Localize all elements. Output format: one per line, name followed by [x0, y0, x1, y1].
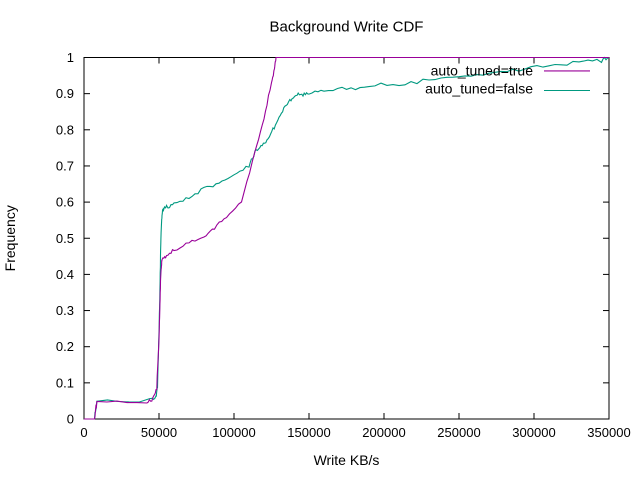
svg-text:0.1: 0.1	[56, 375, 74, 390]
svg-text:0.7: 0.7	[56, 158, 74, 173]
svg-text:50000: 50000	[141, 425, 177, 440]
svg-text:150000: 150000	[287, 425, 330, 440]
svg-text:0.4: 0.4	[56, 267, 74, 282]
svg-text:300000: 300000	[512, 425, 555, 440]
svg-text:Write KB/s: Write KB/s	[314, 452, 380, 468]
svg-text:0.3: 0.3	[56, 303, 74, 318]
svg-text:0.6: 0.6	[56, 195, 74, 210]
svg-text:Background Write CDF: Background Write CDF	[270, 19, 424, 36]
svg-text:0.5: 0.5	[56, 231, 74, 246]
svg-text:0: 0	[80, 425, 87, 440]
svg-text:1: 1	[67, 50, 74, 65]
svg-text:Frequency: Frequency	[2, 205, 18, 271]
svg-text:auto_tuned=true: auto_tuned=true	[431, 63, 534, 79]
svg-text:100000: 100000	[212, 425, 255, 440]
svg-text:auto_tuned=false: auto_tuned=false	[425, 81, 533, 97]
svg-text:0.8: 0.8	[56, 122, 74, 137]
svg-text:250000: 250000	[437, 425, 480, 440]
svg-text:0.9: 0.9	[56, 86, 74, 101]
svg-text:0: 0	[67, 412, 74, 427]
svg-text:0.2: 0.2	[56, 339, 74, 354]
svg-text:200000: 200000	[362, 425, 405, 440]
svg-text:350000: 350000	[587, 425, 630, 440]
